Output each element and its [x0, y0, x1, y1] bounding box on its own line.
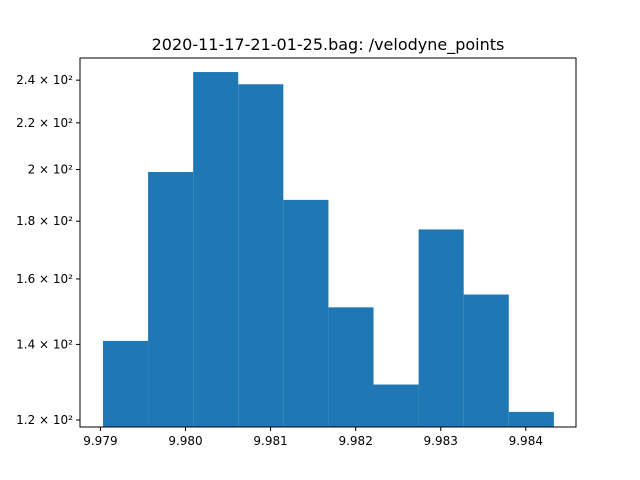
- x-axis: 9.979 9.980 9.981 9.982 9.983 9.984: [83, 427, 543, 448]
- x-tick-label: 9.982: [338, 434, 372, 448]
- y-tick-label: 2 × 10²: [28, 163, 74, 177]
- x-tick-label: 9.980: [168, 434, 202, 448]
- histogram-bar: [373, 384, 419, 427]
- y-tick-label: 1.6 × 10²: [16, 272, 73, 286]
- histogram-bar: [283, 199, 329, 427]
- bars-group: [102, 72, 554, 427]
- plot-frame: [79, 57, 577, 428]
- x-tick-label: 9.981: [253, 434, 287, 448]
- histogram-bar: [328, 307, 374, 427]
- histogram-bar: [238, 84, 284, 427]
- y-tick-label: 1.8 × 10²: [16, 214, 73, 228]
- histogram-bar: [193, 72, 239, 427]
- histogram-bar: [148, 172, 194, 427]
- y-tick-label: 2.2 × 10²: [16, 116, 73, 130]
- x-tick-label: 9.984: [509, 434, 543, 448]
- histogram-bar: [102, 340, 149, 427]
- histogram-bar: [508, 411, 554, 427]
- histogram-bar: [463, 294, 509, 427]
- y-tick-label: 1.4 × 10²: [16, 337, 73, 351]
- x-tick-label: 9.979: [83, 434, 117, 448]
- y-axis: 1.2 × 10² 1.4 × 10² 1.6 × 10² 1.8 × 10² 2 × …: [16, 73, 80, 427]
- y-tick-label: 1.2 × 10²: [16, 413, 73, 427]
- y-tick-label: 2.4 × 10²: [16, 73, 73, 87]
- histogram-bar: [418, 229, 464, 427]
- chart-title: 2020-11-17-21-01-25.bag: /velodyne_point…: [152, 35, 505, 55]
- x-tick-label: 9.983: [424, 434, 458, 448]
